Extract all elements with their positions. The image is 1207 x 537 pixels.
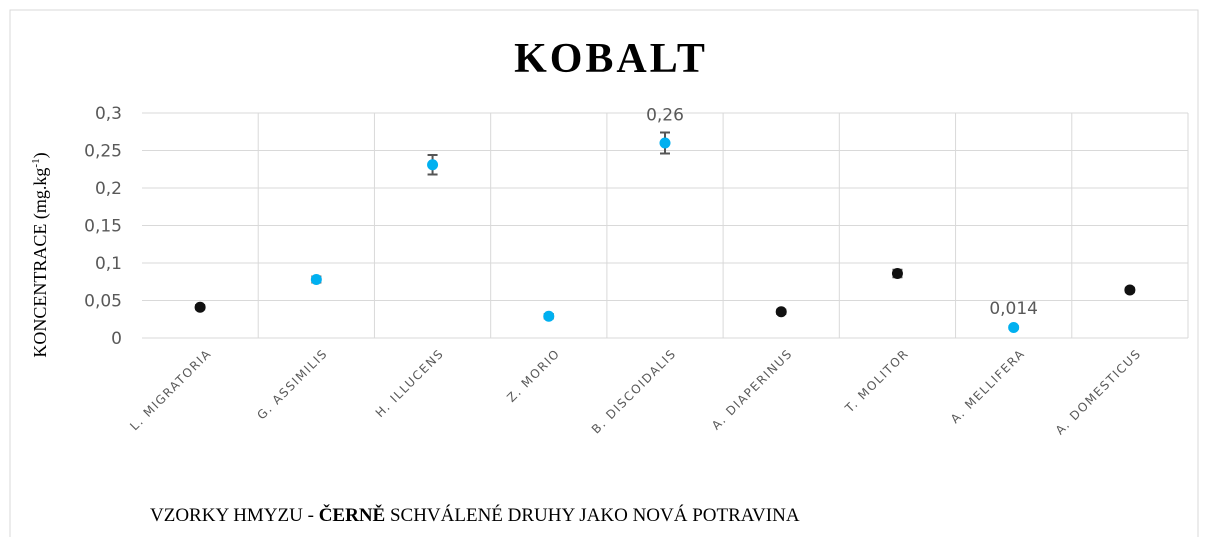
data-label: 0,014 bbox=[989, 299, 1038, 319]
x-label-part: SCHVÁLENÉ DRUHY JAKO NOVÁ POTRAVINA bbox=[385, 504, 800, 526]
x-tick-label: G. ASSIMILIS bbox=[254, 346, 330, 422]
x-label-part: VZORKY HMYZU - bbox=[150, 505, 319, 526]
chart-title: KOBALT bbox=[514, 36, 708, 82]
y-label-part: KONCENTRACE (mg.kg bbox=[30, 168, 51, 358]
data-label: 0,26 bbox=[646, 106, 684, 126]
y-tick-label: 0,3 bbox=[95, 104, 122, 124]
chart-frame bbox=[9, 9, 1199, 537]
point bbox=[1008, 322, 1020, 333]
point bbox=[427, 159, 439, 171]
y-tick-label: 0,15 bbox=[84, 217, 122, 237]
y-axis-label: KONCENTRACE (mg.kg-1) bbox=[30, 152, 51, 357]
y-tick-label: 0,25 bbox=[84, 142, 122, 162]
point bbox=[659, 137, 671, 149]
x-tick-label: Z. MORIO bbox=[504, 346, 563, 405]
y-tick-label: 0 bbox=[111, 329, 122, 349]
point bbox=[891, 268, 903, 279]
x-tick-label: B. DISCOIDALIS bbox=[589, 346, 679, 436]
point bbox=[1124, 284, 1136, 296]
y-tick-label: 0,2 bbox=[95, 179, 122, 199]
x-tick-label: A. DIAPERINUS bbox=[709, 346, 795, 432]
y-tick-label: 0,1 bbox=[95, 254, 122, 274]
y-tick-label: 0,05 bbox=[84, 292, 122, 312]
x-tick-label: T. MOLITOR bbox=[842, 346, 912, 416]
x-label-bold: ČERNĚ bbox=[319, 504, 386, 526]
y-label-part: ) bbox=[30, 152, 51, 158]
x-axis-label: VZORKY HMYZU - ČERNĚ SCHVÁLENÉ DRUHY JAK… bbox=[150, 504, 800, 526]
x-tick-label: A. DOMESTICUS bbox=[1053, 346, 1144, 437]
point bbox=[194, 301, 206, 313]
x-tick-label: H. ILLUCENS bbox=[373, 346, 447, 420]
x-tick-label: L. MIGRATORIA bbox=[127, 346, 214, 433]
point bbox=[543, 310, 555, 322]
point bbox=[775, 306, 787, 318]
x-tick-label: A. MELLIFERA bbox=[948, 346, 1028, 426]
point bbox=[310, 274, 322, 285]
y-label-sup: -1 bbox=[30, 158, 42, 167]
